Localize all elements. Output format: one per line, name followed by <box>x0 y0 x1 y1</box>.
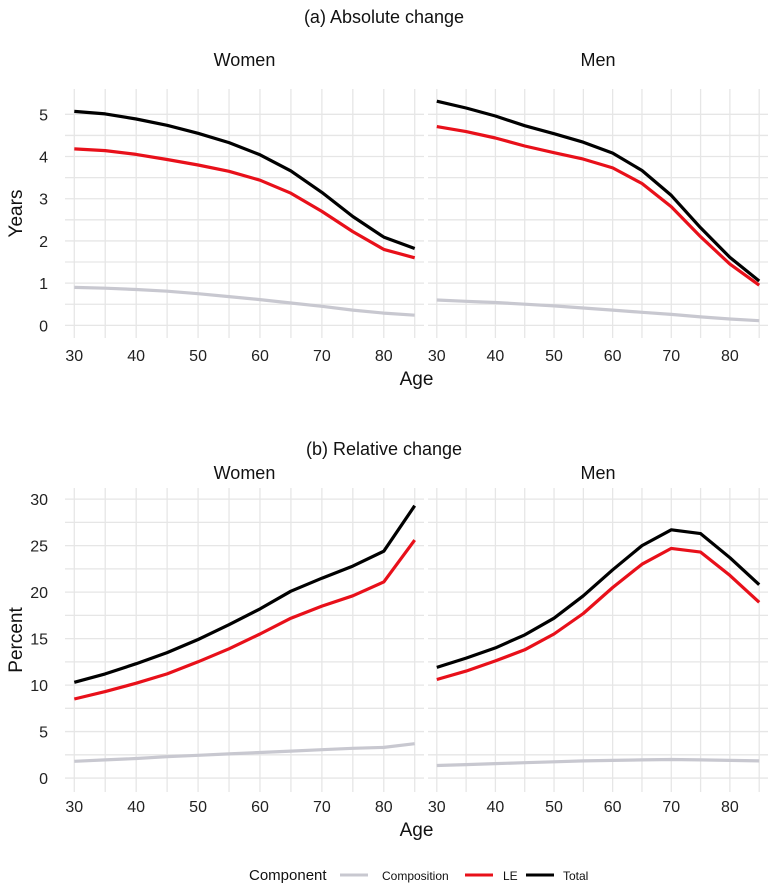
x-axis-title: Age <box>400 369 434 390</box>
panel-men: Men 30 40 50 60 70 80 <box>428 463 768 816</box>
series-line-composition <box>436 757 760 768</box>
y-tick-label: 30 <box>30 492 48 509</box>
series-line-total <box>73 504 417 684</box>
series-line-composition <box>74 285 415 317</box>
x-tick-label: 60 <box>604 799 622 816</box>
x-tick-label: 60 <box>604 348 622 365</box>
y-tick-label: 5 <box>39 725 48 742</box>
x-tick-label: 40 <box>127 348 145 365</box>
series-line-le <box>436 125 761 287</box>
y-axis-title: Percent <box>6 607 27 673</box>
x-axis-title: Age <box>400 820 434 841</box>
x-tick-label: 30 <box>65 799 83 816</box>
x-tick-label: 80 <box>721 799 739 816</box>
y-axis-title: Years <box>6 190 27 238</box>
x-tick-label: 30 <box>65 348 83 365</box>
panel-men: Men 30 40 50 60 70 80 <box>428 50 768 365</box>
series-line-le <box>436 546 761 682</box>
legend-label: Composition <box>382 869 449 883</box>
panel-women: Women 30 40 50 60 70 80 0 5 10 15 20 25 30 <box>30 463 424 816</box>
series-line-le <box>74 147 416 260</box>
x-tick-label: 80 <box>721 348 739 365</box>
y-tick-label: 3 <box>39 192 48 209</box>
legend: Component Composition LE Total <box>249 867 588 884</box>
x-tick-label: 50 <box>545 348 563 365</box>
x-tick-label: 40 <box>487 348 505 365</box>
series-line-composition <box>436 298 760 323</box>
x-tick-label: 70 <box>662 348 680 365</box>
x-tick-label: 80 <box>375 799 393 816</box>
legend-entry-le: LE <box>465 869 518 883</box>
series-line-total <box>436 99 761 283</box>
x-tick-label: 70 <box>662 799 680 816</box>
facet-label: Women <box>214 463 276 483</box>
series-line-composition <box>74 742 415 763</box>
legend-label: Total <box>563 869 588 883</box>
chart-section-2: (b) Relative change Women 30 40 50 60 70 80 0 5 10… <box>6 439 768 841</box>
section-title: (b) Relative change <box>306 439 462 459</box>
legend-title: Component <box>249 867 327 884</box>
x-tick-label: 30 <box>428 799 446 816</box>
section-title: (a) Absolute change <box>304 7 464 27</box>
y-tick-label: 10 <box>30 678 48 695</box>
x-tick-label: 30 <box>428 348 446 365</box>
series-line-total <box>74 109 416 251</box>
y-tick-label: 5 <box>39 107 48 124</box>
y-tick-label: 0 <box>39 771 48 788</box>
facet-label: Women <box>214 50 276 70</box>
x-tick-label: 80 <box>375 348 393 365</box>
y-tick-label: 4 <box>39 150 48 167</box>
legend-entry-total: Total <box>526 869 588 883</box>
series-line-total <box>436 528 761 669</box>
x-tick-label: 60 <box>251 348 269 365</box>
chart-section-1: (a) Absolute change Women 30 40 50 60 70 80 0 1 2 3… <box>6 7 768 390</box>
x-tick-label: 60 <box>251 799 269 816</box>
x-tick-label: 50 <box>545 799 563 816</box>
x-tick-label: 70 <box>313 799 331 816</box>
x-tick-label: 70 <box>313 348 331 365</box>
x-tick-label: 40 <box>487 799 505 816</box>
y-tick-label: 1 <box>39 276 48 293</box>
y-tick-label: 2 <box>39 234 48 251</box>
facet-label: Men <box>580 50 615 70</box>
y-tick-label: 25 <box>30 539 48 556</box>
facet-label: Men <box>580 463 615 483</box>
series-line-le <box>73 539 416 701</box>
y-tick-label: 20 <box>30 585 48 602</box>
legend-label: LE <box>503 869 518 883</box>
panel-women: Women 30 40 50 60 70 80 0 1 2 3 4 5 <box>39 50 424 365</box>
legend-entry-composition: Composition <box>340 869 449 883</box>
x-tick-label: 50 <box>189 799 207 816</box>
x-tick-label: 40 <box>127 799 145 816</box>
y-tick-label: 0 <box>39 318 48 335</box>
y-tick-label: 15 <box>30 632 48 649</box>
x-tick-label: 50 <box>189 348 207 365</box>
